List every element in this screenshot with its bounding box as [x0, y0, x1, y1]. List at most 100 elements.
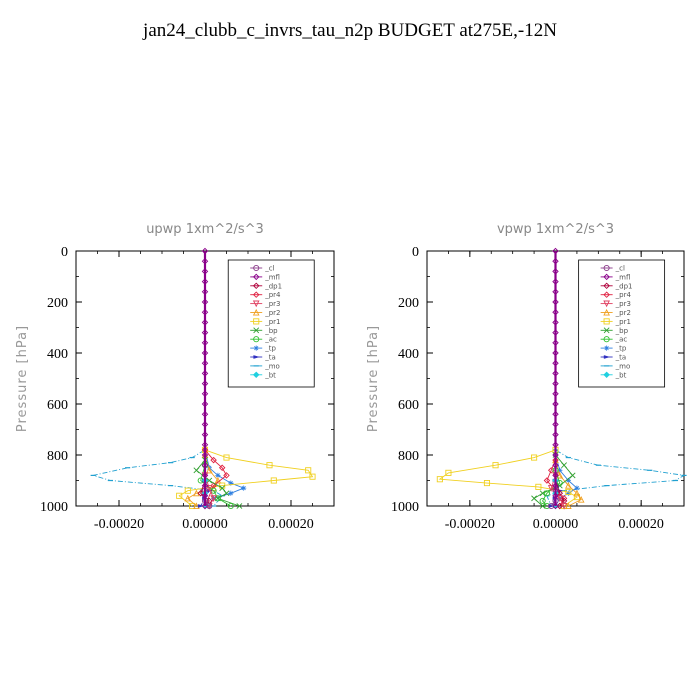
legend-entry: _tp — [600, 345, 627, 353]
legend-entry: _ta — [250, 354, 276, 362]
data-point — [436, 476, 443, 483]
legend-entry: _cl — [250, 265, 275, 273]
figure-title: jan24_clubb_c_invrs_tau_n2p BUDGET at275… — [143, 20, 557, 41]
plot-panel-1: upwp 1xm^2/s^3 Pressure [hPa] 0 200 400 600 80… — [15, 222, 335, 532]
legend-entry: _pr1 — [600, 318, 631, 326]
legend-entry: _ac — [250, 336, 277, 344]
legend-label: _pr1 — [264, 318, 280, 326]
data-point — [535, 483, 542, 490]
data-point — [539, 497, 546, 504]
data-point — [565, 502, 572, 510]
series-line — [187, 251, 219, 507]
legend-marker — [253, 336, 260, 343]
data-point — [552, 370, 559, 377]
legend-marker — [603, 308, 610, 316]
data-point — [552, 441, 559, 449]
panel-title: upwp 1xm^2/s^3 — [146, 222, 264, 237]
data-point — [305, 467, 312, 474]
data-point — [201, 308, 209, 316]
data-point — [201, 390, 209, 398]
legend-label: _ta — [264, 354, 276, 362]
data-point — [565, 490, 571, 496]
y-tick-label: 400 — [47, 347, 68, 362]
data-point — [205, 485, 213, 492]
y-axis-label: Pressure [hPa] — [366, 325, 381, 432]
data-point — [201, 472, 209, 479]
data-point — [197, 504, 205, 508]
data-point — [176, 492, 183, 499]
data-point — [201, 339, 209, 347]
x-tick-label: -0.00020 — [445, 517, 495, 532]
data-point — [573, 489, 581, 497]
legend-entry: _pr2 — [250, 308, 281, 317]
legend-marker — [253, 345, 259, 351]
data-point — [561, 462, 567, 469]
legend-label: _pr4 — [615, 291, 632, 299]
data-point — [201, 278, 209, 285]
legend-entry: _bt — [250, 371, 276, 379]
legend-entry: _dp1 — [600, 282, 632, 290]
legend-marker — [603, 282, 610, 290]
legend-entry: _cl — [600, 265, 625, 273]
legend-label: _mo — [264, 362, 280, 370]
data-point — [201, 288, 209, 296]
data-point — [483, 480, 491, 487]
legend-marker — [253, 355, 260, 359]
data-point — [492, 462, 499, 469]
legend-label: _cl — [264, 265, 274, 273]
x-tick-label: -0.00020 — [94, 517, 144, 532]
legend-label: _cl — [615, 265, 625, 273]
data-point — [445, 469, 452, 476]
data-point — [184, 494, 192, 502]
data-point — [569, 472, 576, 479]
data-point — [214, 476, 222, 484]
y-tick-label: 600 — [398, 398, 419, 413]
data-point — [218, 464, 226, 471]
data-point — [531, 454, 538, 461]
legend-box — [227, 259, 315, 388]
legend-entry: _tp — [250, 345, 276, 353]
legend-marker — [603, 318, 610, 325]
data-point — [552, 288, 559, 296]
legend-label: _bt — [264, 371, 276, 379]
data-point — [236, 503, 243, 509]
legend-label: _mfl — [264, 273, 280, 281]
legend-marker — [603, 327, 610, 334]
legend-label: _ac — [264, 336, 277, 344]
legend-marker — [253, 327, 260, 334]
data-point — [215, 472, 221, 478]
series-pr4 — [201, 251, 230, 510]
legend-marker — [252, 282, 260, 290]
series-line — [533, 251, 574, 507]
data-point — [556, 479, 563, 487]
data-point — [241, 485, 247, 491]
data-point — [205, 466, 213, 474]
x-tick-label: 0.00000 — [533, 517, 579, 532]
legend-entry: _bp — [600, 327, 629, 335]
legend-label: _pr4 — [264, 291, 281, 299]
data-point — [543, 490, 550, 497]
data-point — [193, 502, 200, 510]
data-point — [201, 380, 209, 387]
legend-entry: _pr4 — [600, 291, 632, 299]
y-tick-label: 200 — [47, 296, 68, 311]
data-point — [201, 461, 209, 469]
legend-label: _pr3 — [264, 300, 280, 308]
legend-marker — [603, 273, 610, 281]
legend-entry: _pr3 — [250, 300, 281, 308]
series-tp — [552, 251, 580, 509]
data-point — [552, 421, 559, 428]
y-tick-label: 600 — [47, 398, 68, 413]
legend-label: _ac — [615, 336, 628, 344]
data-point — [552, 319, 559, 326]
series-mfl — [552, 247, 559, 510]
data-point — [552, 329, 559, 336]
data-point — [201, 410, 209, 418]
data-point — [552, 247, 559, 255]
data-point — [552, 298, 559, 306]
data-point — [193, 467, 200, 474]
data-point — [556, 502, 564, 510]
legend-entry: _pr3 — [600, 300, 631, 308]
data-point — [552, 257, 559, 265]
legend-marker — [252, 308, 260, 316]
